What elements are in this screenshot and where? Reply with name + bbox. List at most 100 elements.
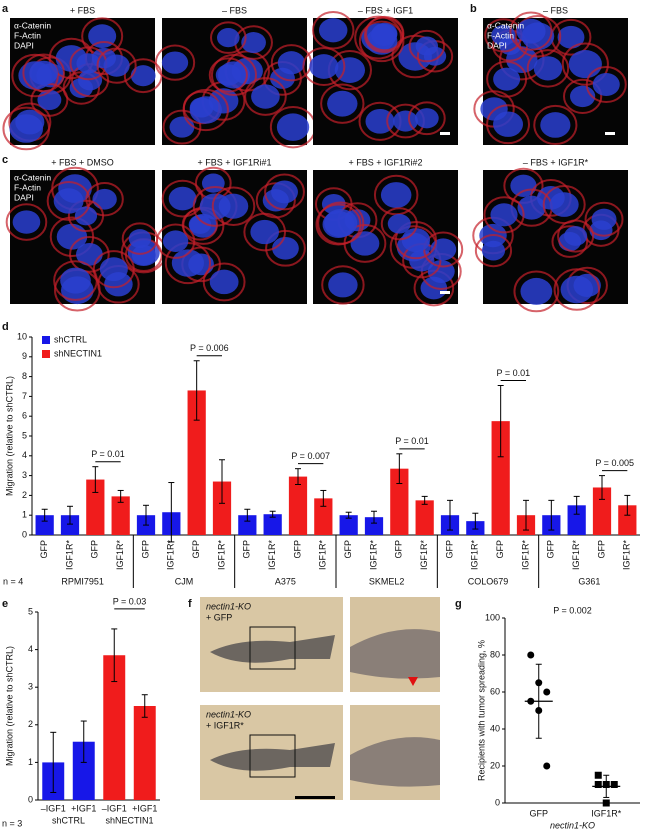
micrograph xyxy=(2,17,163,151)
bar xyxy=(592,487,612,535)
group-label: CJM xyxy=(175,576,194,586)
x-tick-label: IGF1R* xyxy=(419,540,429,571)
p-value: P = 0.007 xyxy=(291,451,330,461)
nucleus xyxy=(215,64,241,86)
cell xyxy=(210,21,247,54)
cell xyxy=(486,60,528,98)
nucleus xyxy=(309,54,339,79)
fish-zoom xyxy=(350,737,440,787)
bar xyxy=(35,515,54,535)
stain-label: F-Actin xyxy=(487,30,514,40)
nucleus xyxy=(520,277,553,305)
nucleus xyxy=(560,275,594,304)
cell xyxy=(11,53,59,98)
p-value: P = 0.03 xyxy=(113,596,147,606)
nucleus xyxy=(171,249,205,277)
nucleus xyxy=(549,192,579,217)
cell xyxy=(407,101,446,136)
cell xyxy=(243,212,287,252)
x-tick-label: IGF1R* xyxy=(166,540,176,571)
point xyxy=(543,762,551,770)
micrograph xyxy=(154,18,317,149)
n-label: n = 3 xyxy=(2,818,22,828)
y-tick-label: 5 xyxy=(28,606,33,616)
nucleus xyxy=(430,238,457,261)
panel-label: b xyxy=(470,3,477,15)
cell xyxy=(69,236,110,273)
cell xyxy=(526,49,570,88)
point xyxy=(543,688,551,696)
condition: + GFP xyxy=(206,612,232,622)
genotype: nectin1-KO xyxy=(206,709,251,719)
nucleus xyxy=(130,65,156,87)
point xyxy=(535,679,543,687)
x-tick-label: GFP xyxy=(90,540,100,559)
nucleus xyxy=(209,269,239,295)
y-tick-label: 0 xyxy=(495,797,500,807)
group-label: shNECTIN1 xyxy=(105,815,153,825)
group-label: COLO679 xyxy=(468,576,509,586)
x-tick-label: IGF1R* xyxy=(267,540,277,571)
cell xyxy=(155,223,196,259)
p-value: P = 0.005 xyxy=(595,458,634,468)
cell xyxy=(363,16,405,53)
fish xyxy=(210,635,335,663)
cell xyxy=(67,199,105,233)
x-tick-label: GFP xyxy=(343,540,353,559)
nucleus xyxy=(568,50,602,79)
panel-label: d xyxy=(2,321,9,333)
nucleus xyxy=(99,257,128,282)
bar xyxy=(415,500,434,535)
cell xyxy=(244,77,287,116)
fish-zoom xyxy=(350,629,440,679)
zoom-box xyxy=(249,626,296,670)
panel-label: f xyxy=(188,598,192,610)
arrowhead xyxy=(408,677,418,686)
nucleus xyxy=(276,113,310,141)
y-tick-label: 80 xyxy=(490,649,500,659)
image-title: + FBS + IGF1Ri#2 xyxy=(348,157,422,167)
x-tick-label: IGF1R* xyxy=(115,540,125,571)
legend-label: shNECTIN1 xyxy=(54,348,102,358)
condition: + IGF1R* xyxy=(206,720,244,730)
nucleus xyxy=(74,206,98,226)
nucleus xyxy=(12,210,41,234)
legend-swatch xyxy=(42,350,50,358)
micrograph xyxy=(473,11,628,146)
x-tick-label: IGF1R* xyxy=(470,540,480,571)
cell xyxy=(317,201,365,245)
nucleus xyxy=(557,25,585,49)
point xyxy=(602,799,610,807)
cell xyxy=(321,265,365,305)
bar xyxy=(111,496,130,535)
x-tick-label: GFP xyxy=(39,540,49,559)
y-tick-label: 7 xyxy=(22,391,27,401)
x-tick-label: IGF1R* xyxy=(216,540,226,571)
bar xyxy=(339,515,358,535)
image-title: + FBS + DMSO xyxy=(51,157,114,167)
y-tick-label: 8 xyxy=(22,371,27,381)
bar xyxy=(60,515,80,535)
micrograph xyxy=(472,167,628,313)
cell xyxy=(2,106,51,151)
cell xyxy=(561,42,609,86)
y-tick-label: 5 xyxy=(22,430,27,440)
nucleus xyxy=(251,84,280,109)
y-tick-label: 40 xyxy=(490,723,500,733)
bar xyxy=(72,741,95,800)
cell xyxy=(264,173,305,211)
legend-label: shCTRL xyxy=(54,334,87,344)
cell xyxy=(96,47,137,84)
bar xyxy=(86,479,105,535)
stain-label: DAPI xyxy=(487,40,507,50)
bar xyxy=(390,468,409,535)
nucleus xyxy=(401,228,431,253)
x-tick-label: IGF1R* xyxy=(368,540,378,571)
cell xyxy=(182,88,229,132)
p-value: P = 0.002 xyxy=(553,605,592,615)
nucleus xyxy=(162,230,189,252)
x-axis-label: nectin1-KO xyxy=(550,820,595,830)
legend-swatch xyxy=(42,336,50,344)
cell xyxy=(312,11,355,50)
x-tick-label: GFP xyxy=(394,540,404,559)
